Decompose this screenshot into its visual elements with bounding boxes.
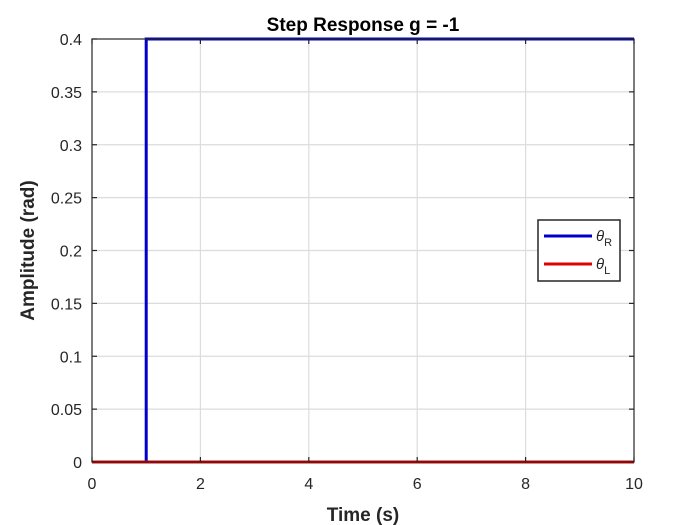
- y-tick-label: 0: [73, 455, 82, 472]
- y-tick-label: 0.35: [51, 85, 82, 102]
- axis-ticks: [91, 38, 635, 463]
- y-axis-label: Amplitude (rad): [18, 180, 39, 320]
- legend-box: [537, 219, 621, 282]
- x-tick-label: 2: [196, 476, 205, 493]
- x-tick-label: 6: [413, 476, 422, 493]
- y-tick-label: 0.05: [51, 402, 82, 419]
- x-axis-label: Time (s): [327, 505, 400, 525]
- y-tick-label: 0.2: [60, 244, 82, 261]
- chart-title: Step Response g = -1: [267, 15, 460, 36]
- x-tick-label: 4: [304, 476, 313, 493]
- y-tick-label: 0.4: [60, 32, 82, 49]
- tick-labels: 0 2 4 6 8 10 0 0.05 0.1 0.15 0.2 0.25 0.3 0.35 0.4: [51, 32, 643, 493]
- x-tick-label: 10: [625, 476, 643, 493]
- x-tick-label: 0: [88, 476, 97, 493]
- y-tick-label: 0.15: [51, 296, 82, 313]
- x-tick-label: 8: [521, 476, 530, 493]
- y-tick-label: 0.25: [51, 191, 82, 208]
- y-tick-label: 0.3: [60, 138, 82, 155]
- y-tick-label: 0.1: [60, 349, 82, 366]
